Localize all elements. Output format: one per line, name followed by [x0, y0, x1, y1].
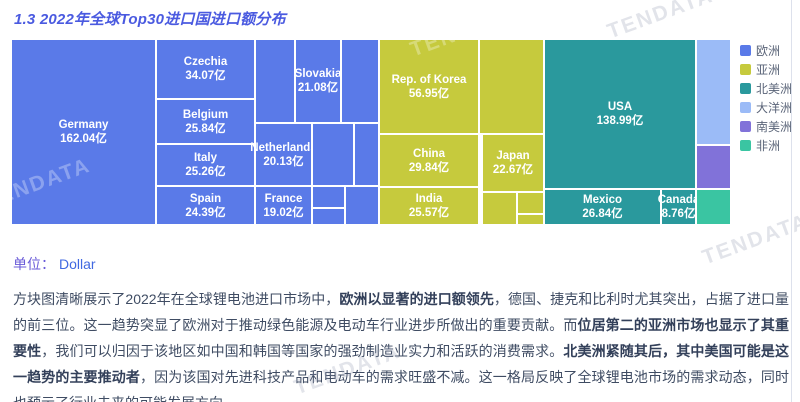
treemap-cell-oceania[interactable] [697, 40, 730, 144]
cell-value-label: 138.99亿 [596, 115, 644, 127]
analysis-text: 方块图清晰展示了2022年在全球锂电池进口市场中， [13, 291, 340, 307]
analysis-bold-text: 欧洲以显著的进口额领先 [339, 291, 494, 307]
cell-value-label: 19.02亿 [263, 206, 304, 219]
legend-item-africa[interactable]: 非洲 [740, 139, 796, 153]
analysis-paragraph: 方块图清晰展示了2022年在全球锂电池进口市场中，欧洲以显著的进口额领先，德国、… [13, 286, 789, 402]
cell-value-label: 25.57亿 [408, 207, 450, 219]
chart-legend: 欧洲亚洲北美洲大洋洲南美洲非洲 [740, 44, 796, 158]
legend-label: 欧洲 [756, 44, 781, 58]
treemap-cell-asia[interactable] [518, 193, 543, 213]
cell-country-label: Netherlands [250, 141, 317, 154]
legend-item-north_america[interactable]: 北美洲 [740, 82, 796, 96]
treemap-cell-germany[interactable]: Germany 162.04亿 [12, 40, 155, 224]
treemap-cell-india[interactable]: India 25.57亿 [380, 188, 478, 224]
cell-value-label: 29.84亿 [408, 161, 450, 174]
unit-value: Dollar [59, 256, 96, 272]
analysis-bold-text: 位居第二的亚洲市场也显示了其重要性 [13, 317, 790, 359]
cell-country-label: India [415, 193, 443, 205]
treemap-cell-europe[interactable] [342, 40, 378, 122]
treemap-cell-europe[interactable] [355, 124, 378, 185]
treemap-cell-south_america[interactable] [697, 146, 730, 188]
treemap-cell-asia[interactable] [518, 215, 543, 224]
cell-value-label: 8.76亿 [661, 208, 696, 220]
treemap-cell-mexico[interactable]: Mexico 26.84亿 [545, 190, 660, 224]
legend-label: 南美洲 [756, 120, 793, 134]
legend-item-europe[interactable]: 欧洲 [740, 44, 796, 58]
legend-swatch-icon [740, 64, 751, 75]
legend-item-south_america[interactable]: 南美洲 [740, 120, 796, 134]
treemap-cell-netherlands[interactable]: Netherlands 20.13亿 [250, 124, 317, 185]
cell-value-label: 56.95亿 [408, 87, 450, 100]
treemap-cell-europe[interactable] [346, 187, 378, 224]
cell-country-label: Canada [657, 194, 700, 206]
treemap-cell-slovakia[interactable]: Slovakia 21.08亿 [294, 40, 342, 122]
right-border-divider [791, 0, 792, 402]
legend-swatch-icon [740, 45, 751, 56]
cell-country-label: Germany [58, 119, 109, 131]
cell-value-label: 162.04亿 [60, 133, 107, 145]
cell-value-label: 34.07亿 [185, 70, 226, 82]
cell-country-label: USA [607, 101, 633, 113]
cell-country-label: Mexico [583, 194, 622, 206]
legend-label: 亚洲 [756, 63, 781, 77]
cell-country-label: Italy [193, 152, 217, 164]
treemap-cell-belgium[interactable]: Belgium 25.84亿 [157, 100, 254, 143]
cell-value-label: 24.39亿 [185, 206, 226, 219]
legend-item-asia[interactable]: 亚洲 [740, 63, 796, 77]
treemap-cell-rep-of-korea[interactable]: Rep. of Korea 56.95亿 [380, 40, 478, 133]
legend-label: 北美洲 [756, 82, 793, 96]
cell-country-label: Czechia [183, 56, 228, 68]
treemap-cell-asia[interactable] [483, 193, 516, 224]
cell-country-label: Rep. of Korea [391, 73, 467, 86]
page-title: 1.3 2022年全球Top30进口国进口额分布 [14, 11, 286, 28]
treemap-cell-china[interactable]: China 29.84亿 [380, 135, 478, 186]
cell-value-label: 20.13亿 [263, 155, 304, 168]
treemap-cell-africa[interactable] [697, 190, 730, 224]
cell-country-label: France [264, 192, 303, 205]
cell-value-label: 22.67亿 [492, 164, 534, 176]
legend-label: 大洋洲 [756, 101, 793, 115]
treemap-cell-czechia[interactable]: Czechia 34.07亿 [157, 40, 254, 98]
treemap-cell-spain[interactable]: Spain 24.39亿 [157, 187, 254, 224]
treemap-cell-usa[interactable]: USA 138.99亿 [545, 40, 695, 188]
treemap-cell-europe[interactable] [313, 187, 344, 207]
unit-line: 单位： Dollar [13, 254, 96, 274]
analysis-bold-text: 北美洲紧随其后，其中美国可能是这一趋势的主要推动者 [13, 343, 790, 385]
legend-swatch-icon [740, 140, 751, 151]
legend-swatch-icon [740, 83, 751, 94]
cell-country-label: Spain [189, 192, 222, 205]
cell-country-label: Slovakia [294, 68, 342, 80]
treemap-cell-europe[interactable] [313, 209, 344, 224]
analysis-text: ，因为该国对先进科技产品和电动车的需求旺盛不减。这一格局反映了全球锂电池市场的需… [13, 369, 789, 402]
cell-value-label: 21.08亿 [297, 82, 339, 94]
legend-item-oceania[interactable]: 大洋洲 [740, 101, 796, 115]
cell-value-label: 25.26亿 [185, 166, 226, 178]
unit-label: 单位： [13, 256, 55, 272]
treemap-cell-canada[interactable]: Canada 8.76亿 [658, 190, 699, 224]
cell-value-label: 25.84亿 [185, 122, 226, 135]
legend-swatch-icon [740, 121, 751, 132]
treemap-cell-italy[interactable]: Italy 25.26亿 [157, 145, 254, 185]
cell-country-label: Belgium [182, 108, 229, 121]
treemap-cell-france[interactable]: France 19.02亿 [256, 187, 311, 224]
treemap-cell-europe[interactable] [313, 124, 353, 185]
cell-country-label: China [413, 147, 445, 160]
treemap-cell-japan[interactable]: Japan 22.67亿 [483, 135, 543, 191]
legend-label: 非洲 [756, 139, 781, 153]
treemap-cell-europe[interactable] [256, 40, 294, 122]
cell-value-label: 26.84亿 [582, 208, 623, 220]
legend-swatch-icon [740, 102, 751, 113]
treemap-chart: Germany 162.04亿 Czechia 34.07亿 Belgium 25.84亿… [12, 40, 730, 224]
analysis-text: ，德国、捷克和比利时尤其突出，占据了进口量的前三位。这一趋势突显了欧洲对于推动绿… [13, 291, 789, 333]
cell-country-label: Japan [496, 150, 530, 162]
treemap-cell-asia[interactable] [480, 40, 543, 133]
analysis-text: ，我们可以归因于该地区如中国和韩国等国家的强劲制造业实力和活跃的消费需求。 [41, 343, 564, 359]
